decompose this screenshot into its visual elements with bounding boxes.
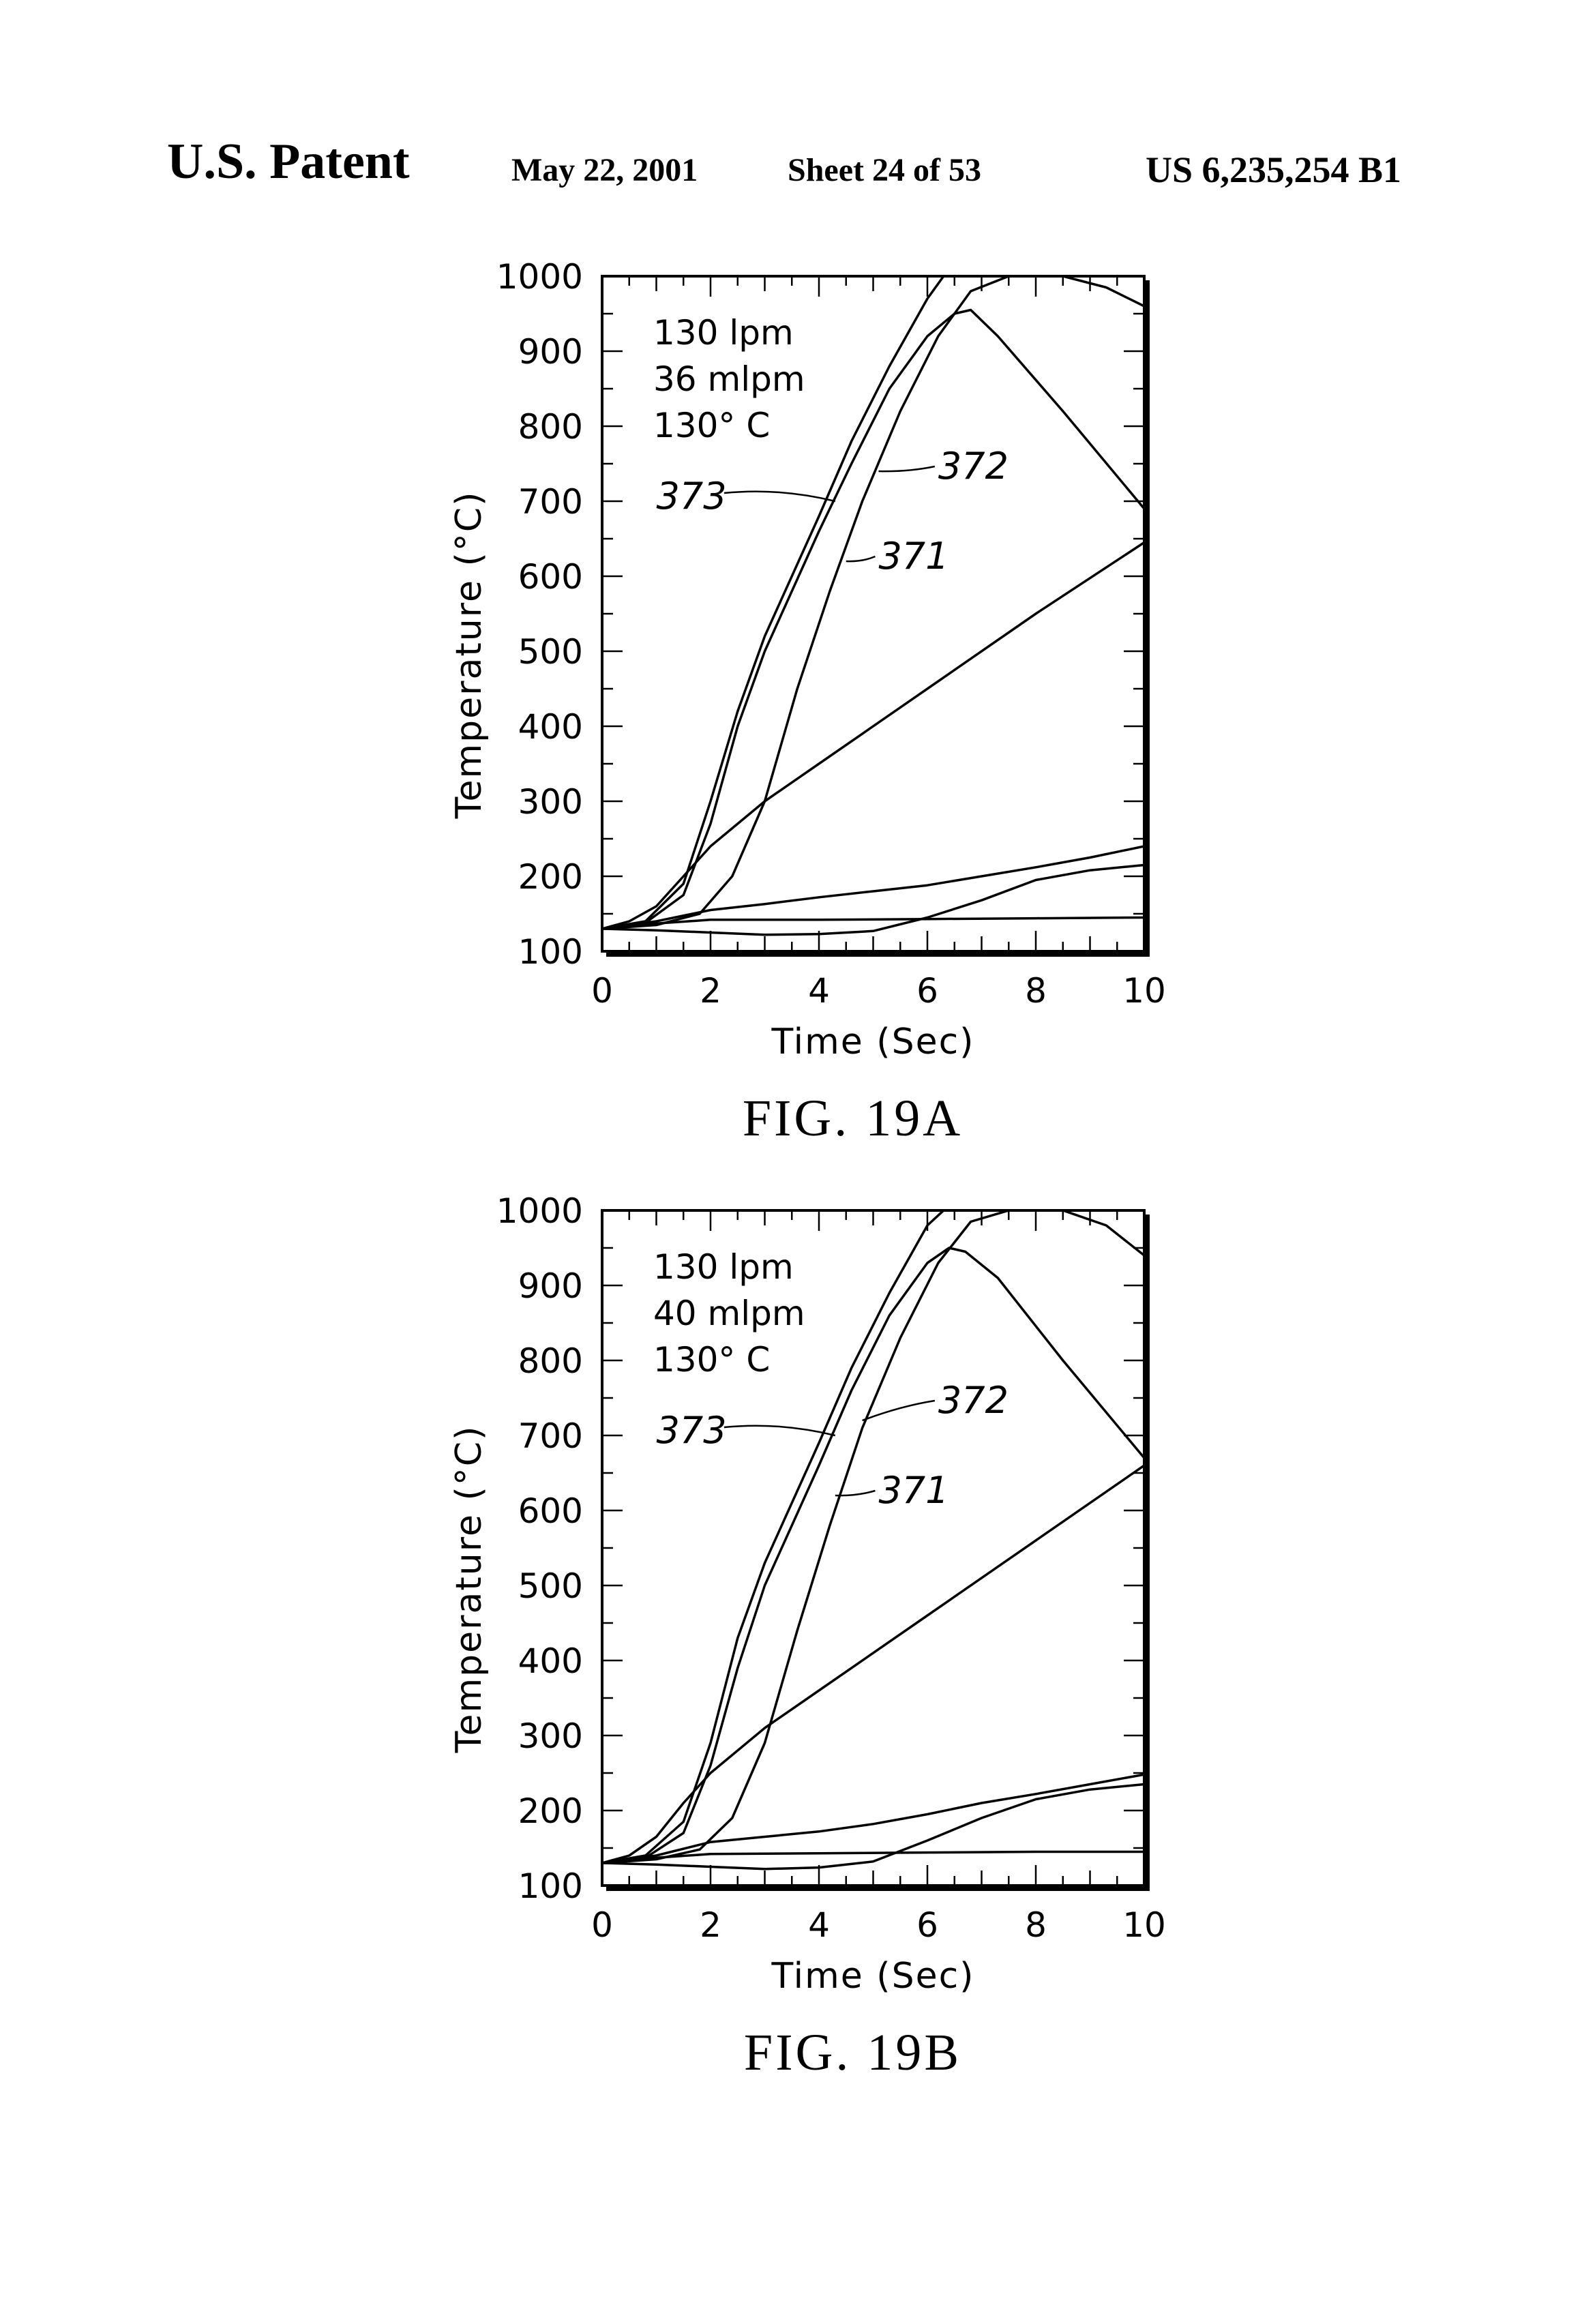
y-tick-label: 200 bbox=[518, 1791, 583, 1831]
y-axis-title: Temperature (°C) bbox=[449, 491, 490, 820]
y-tick-label: 1000 bbox=[496, 1191, 583, 1231]
y-tick-label: 400 bbox=[518, 707, 583, 747]
series-line-4 bbox=[602, 543, 1144, 929]
y-tick-label: 100 bbox=[518, 1866, 583, 1906]
x-tick-label: 0 bbox=[591, 971, 613, 1011]
series-line-4 bbox=[602, 1465, 1144, 1863]
y-tick-label: 200 bbox=[518, 857, 583, 897]
y-tick-label: 100 bbox=[518, 932, 583, 972]
condition-note: 40 mlpm bbox=[653, 1294, 805, 1333]
y-tick-label: 500 bbox=[518, 632, 583, 672]
callout-label: 372 bbox=[938, 1379, 1009, 1422]
patent-number: US 6,235,254 B1 bbox=[1146, 149, 1401, 191]
figure-caption: FIG. 19A bbox=[743, 1090, 963, 1147]
y-tick-label: 300 bbox=[518, 782, 583, 822]
callout-leader bbox=[724, 1426, 835, 1435]
x-tick-label: 8 bbox=[1025, 1905, 1047, 1945]
y-tick-label: 800 bbox=[518, 407, 583, 447]
x-tick-label: 10 bbox=[1122, 1905, 1166, 1945]
y-axis-title: Temperature (°C) bbox=[449, 1425, 490, 1754]
x-tick-label: 8 bbox=[1025, 971, 1047, 1011]
y-tick-label: 1000 bbox=[496, 257, 583, 297]
callout-label: 371 bbox=[878, 535, 949, 578]
y-tick-label: 500 bbox=[518, 1566, 583, 1606]
y-tick-label: 800 bbox=[518, 1341, 583, 1381]
x-tick-label: 10 bbox=[1122, 971, 1166, 1011]
series-line-372 bbox=[602, 310, 1144, 929]
x-tick-label: 4 bbox=[808, 971, 830, 1011]
x-axis-title: Time (Sec) bbox=[771, 1956, 975, 1997]
patent-date: May 22, 2001 bbox=[511, 151, 698, 189]
y-tick-label: 700 bbox=[518, 1416, 583, 1456]
y-tick-label: 600 bbox=[518, 1491, 583, 1531]
callout-label: 371 bbox=[878, 1469, 949, 1512]
sheet-number: Sheet 24 of 53 bbox=[788, 151, 981, 189]
chart-fig-19b: 100 200 300 400 500 600 700 800 900 1000 0 2 4 6 8 10 Ti… bbox=[0, 1193, 1582, 2094]
x-tick-label: 6 bbox=[916, 1905, 938, 1945]
callout-label: 373 bbox=[657, 1409, 727, 1452]
x-tick-label: 2 bbox=[700, 1905, 721, 1945]
y-tick-label: 900 bbox=[518, 1266, 583, 1306]
y-tick-label: 600 bbox=[518, 557, 583, 597]
chart-fig-19a: 100 200 300 400 500 600 700 800 900 1000 0 2 4 6 8 10 Ti… bbox=[0, 259, 1582, 1159]
figure-caption: FIG. 19B bbox=[744, 2024, 961, 2081]
x-tick-label: 0 bbox=[591, 1905, 613, 1945]
y-tick-label: 700 bbox=[518, 482, 583, 522]
condition-note: 130° C bbox=[653, 1340, 770, 1380]
condition-note: 36 mlpm bbox=[653, 359, 805, 399]
x-axis-title: Time (Sec) bbox=[771, 1022, 975, 1062]
y-tick-label: 400 bbox=[518, 1641, 583, 1681]
x-tick-label: 4 bbox=[808, 1905, 830, 1945]
callout-leader bbox=[878, 466, 934, 471]
condition-note: 130 lpm bbox=[653, 313, 794, 353]
callout-label: 372 bbox=[938, 445, 1009, 488]
y-tick-label: 900 bbox=[518, 332, 583, 372]
callout-leader bbox=[724, 492, 835, 501]
x-tick-label: 6 bbox=[916, 971, 938, 1011]
callout-leader bbox=[846, 556, 876, 561]
condition-note: 130 lpm bbox=[653, 1247, 794, 1287]
patent-label: U.S. Patent bbox=[167, 133, 410, 191]
x-tick-label: 2 bbox=[700, 971, 721, 1011]
series-line-5 bbox=[602, 846, 1144, 929]
y-tick-label: 300 bbox=[518, 1716, 583, 1756]
callout-label: 373 bbox=[657, 475, 727, 518]
condition-note: 130° C bbox=[653, 406, 770, 445]
